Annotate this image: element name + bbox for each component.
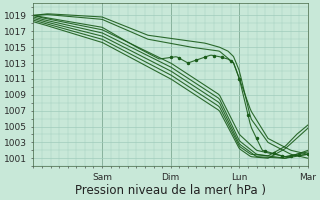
X-axis label: Pression niveau de la mer( hPa ): Pression niveau de la mer( hPa ) bbox=[75, 184, 266, 197]
